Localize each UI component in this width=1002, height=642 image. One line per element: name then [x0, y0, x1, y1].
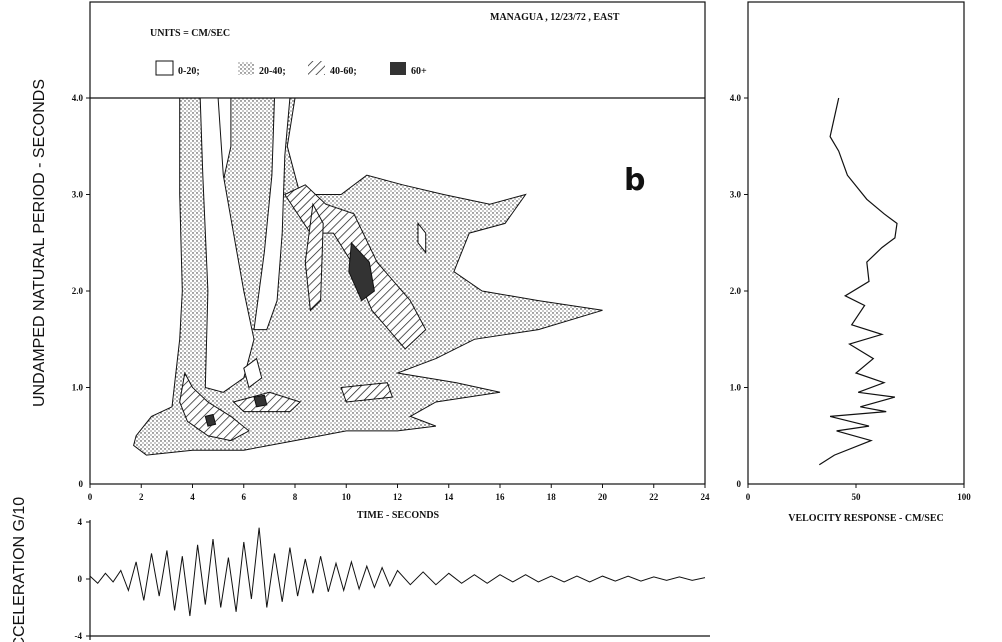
legend-label-40-60: 40-60; — [330, 66, 357, 77]
main-y-tick-label: 1.0 — [72, 383, 84, 393]
velocity-y-tick-label: 1.0 — [730, 383, 742, 393]
velocity-x-tick-label: 0 — [746, 492, 751, 502]
legend-swatch-20-40 — [238, 62, 254, 75]
legend-label-20-40: 20-40; — [259, 66, 286, 77]
velocity-y-tick-label: 4.0 — [730, 93, 742, 103]
main-x-tick-label: 10 — [342, 492, 352, 502]
main-x-ticks: 0 2 4 6 8 10 12 14 16 18 20 22 24 — [88, 484, 710, 502]
acceleration-panel: 4 0 -4 ACCELERATION G/10 — [11, 497, 710, 642]
contour-region-0-20-3 — [243, 357, 263, 389]
main-x-tick-label: 12 — [393, 492, 403, 502]
acceleration-y-tick-label: -4 — [75, 631, 83, 641]
main-y-tick-label: 2.0 — [72, 286, 84, 296]
contour-regions — [133, 97, 603, 456]
velocity-y-zero-label: 0 — [737, 479, 742, 489]
panel-letter: b — [624, 163, 645, 198]
velocity-y-tick-label: 3.0 — [730, 190, 742, 200]
main-y-tick-label: 3.0 — [72, 190, 84, 200]
main-x-tick-label: 4 — [190, 492, 195, 502]
main-x-tick-label: 22 — [649, 492, 659, 502]
acceleration-y-tick-label: 4 — [78, 517, 83, 527]
main-x-tick-label: 20 — [598, 492, 608, 502]
velocity-x-axis-label: VELOCITY RESPONSE - CM/SEC — [788, 513, 944, 524]
contour-region-60+-11 — [204, 413, 217, 427]
contour-panel: 0 2 4 6 8 10 12 14 16 18 20 22 24 1.02.03.04.00 MANA… — [31, 1, 710, 521]
main-x-tick-label: 24 — [701, 492, 711, 502]
legend-swatch-0-20 — [155, 60, 174, 76]
contour-region-40-60-9 — [232, 391, 302, 413]
main-x-tick-label: 6 — [242, 492, 247, 502]
main-y-zero-label: 0 — [79, 479, 84, 489]
main-x-tick-label: 14 — [444, 492, 454, 502]
main-y-axis-label: UNDAMPED NATURAL PERIOD - SECONDS — [31, 79, 48, 407]
chart-title: MANAGUA , 12/23/72 , EAST — [490, 12, 620, 23]
velocity-x-tick-label: 50 — [852, 492, 862, 502]
acceleration-y-axis-label: ACCELERATION G/10 — [11, 497, 28, 642]
units-note: UNITS = CM/SEC — [150, 28, 230, 39]
legend-swatch-40-60 — [308, 61, 325, 75]
contour-region-0-20-4 — [417, 221, 427, 254]
contour-region-0-20-2 — [253, 97, 291, 331]
contour-region-0-20-1 — [199, 97, 255, 393]
legend-label-60plus: 60+ — [411, 66, 427, 77]
velocity-response-line — [818, 97, 898, 466]
main-y-ticks: 1.0 2.0 3.0 4.0 0 — [72, 93, 90, 489]
contour-region-40-60-5 — [179, 371, 250, 442]
legend-swatch-60plus — [390, 62, 406, 75]
main-x-tick-label: 8 — [293, 492, 298, 502]
velocity-response-panel: 0 50 100 1.0 2.0 3.0 4.0 0 VELOCITY RESPONSE -… — [730, 1, 971, 524]
acceleration-trace — [89, 527, 706, 617]
contour-region-40-60-7 — [304, 202, 324, 312]
contour-region-60+-10 — [348, 241, 375, 302]
main-x-axis-label: TIME - SECONDS — [357, 510, 440, 521]
velocity-x-tick-label: 100 — [957, 492, 971, 502]
acceleration-y-ticks: 4 0 -4 — [75, 517, 90, 641]
main-x-tick-label: 2 — [139, 492, 144, 502]
legend: 0-20; 20-40; 40-60; 60+ — [155, 60, 427, 77]
main-y-tick-label: 4.0 — [72, 93, 84, 103]
legend-label-0-20: 0-20; — [178, 66, 200, 77]
velocity-y-ticks: 1.0 2.0 3.0 4.0 0 — [730, 93, 748, 489]
velocity-y-tick-label: 2.0 — [730, 286, 742, 296]
contour-region-40-60-8 — [340, 382, 394, 403]
velocity-x-ticks: 0 50 100 — [746, 484, 971, 502]
contour-region-60+-12 — [253, 394, 268, 408]
main-x-tick-label: 0 — [88, 492, 93, 502]
main-x-tick-label: 18 — [547, 492, 557, 502]
velocity-plot-frame — [747, 1, 965, 485]
main-x-tick-label: 16 — [496, 492, 506, 502]
acceleration-y-tick-label: 0 — [78, 574, 83, 584]
